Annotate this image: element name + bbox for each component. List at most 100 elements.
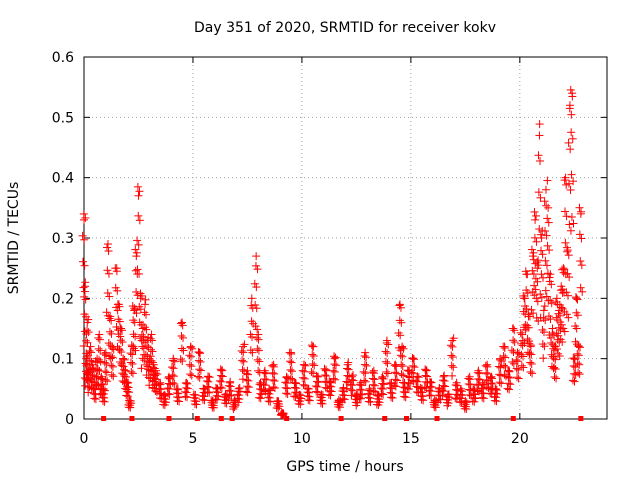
data-point	[185, 360, 194, 369]
data-point	[569, 177, 578, 186]
data-point	[471, 394, 480, 403]
data-point	[377, 389, 386, 398]
data-point	[542, 201, 551, 210]
data-point	[414, 373, 423, 382]
data-point	[438, 391, 447, 400]
data-point	[529, 309, 538, 318]
data-point	[131, 346, 140, 355]
data-point	[254, 335, 263, 344]
data-point	[251, 300, 260, 309]
data-point	[531, 285, 540, 294]
data-point	[383, 349, 392, 358]
data-point	[397, 360, 406, 369]
data-point	[115, 346, 124, 355]
data-point	[542, 261, 551, 270]
data-point	[408, 376, 417, 385]
data-point	[133, 182, 142, 191]
data-point	[162, 398, 171, 407]
data-point	[287, 358, 296, 367]
x-tick-label: 10	[293, 431, 311, 447]
data-point	[567, 170, 576, 179]
data-point	[427, 391, 436, 400]
data-point	[244, 383, 253, 392]
data-point	[101, 367, 110, 376]
data-point	[119, 354, 128, 363]
data-point	[186, 370, 195, 379]
data-point	[563, 246, 572, 255]
data-point	[107, 361, 116, 370]
data-point	[536, 290, 545, 299]
data-point	[256, 394, 265, 403]
data-point	[578, 287, 587, 296]
data-point	[195, 373, 204, 382]
data-point	[391, 368, 400, 377]
data-point	[91, 395, 100, 404]
data-point	[458, 391, 467, 400]
data-point	[391, 375, 400, 384]
data-point	[470, 384, 479, 393]
data-point	[535, 131, 544, 140]
data-point	[238, 365, 247, 374]
data-point	[525, 312, 534, 321]
data-point	[525, 349, 534, 358]
data-point	[404, 385, 413, 394]
data-point	[106, 352, 115, 361]
data-point	[105, 314, 114, 323]
data-point	[107, 316, 116, 325]
data-point	[568, 92, 577, 101]
data-point	[540, 328, 549, 337]
data-point	[496, 355, 505, 364]
data-point	[342, 384, 351, 393]
data-points	[78, 85, 587, 421]
data-point	[169, 372, 178, 381]
data-point	[527, 359, 536, 368]
data-point	[134, 211, 143, 220]
data-point	[148, 336, 157, 345]
data-point	[94, 344, 103, 353]
data-point	[536, 193, 545, 202]
data-point	[577, 207, 586, 216]
data-point	[124, 388, 133, 397]
data-point	[282, 389, 291, 398]
data-point	[296, 400, 305, 409]
data-point	[177, 319, 186, 328]
data-point	[342, 377, 351, 386]
data-point	[251, 261, 260, 270]
data-point	[577, 261, 586, 270]
data-point	[250, 279, 259, 288]
data-point	[551, 365, 560, 374]
data-point	[361, 348, 370, 357]
data-point	[508, 324, 517, 333]
data-point	[535, 120, 544, 129]
data-point	[563, 269, 572, 278]
data-point	[170, 357, 179, 366]
data-point	[557, 320, 566, 329]
data-point	[186, 343, 195, 352]
data-point	[308, 359, 317, 368]
baseline-marker	[578, 416, 584, 421]
data-point	[177, 331, 186, 340]
data-point	[237, 346, 246, 355]
data-point	[560, 265, 569, 274]
data-point	[541, 227, 550, 236]
data-point	[133, 236, 142, 245]
data-point	[269, 362, 278, 371]
data-point	[506, 380, 515, 389]
data-point	[107, 329, 116, 338]
data-point	[569, 354, 578, 363]
data-point	[105, 292, 114, 301]
data-point	[178, 321, 187, 330]
data-point	[194, 356, 203, 365]
data-point	[135, 187, 144, 196]
data-point	[128, 350, 137, 359]
data-point	[299, 380, 308, 389]
data-point	[570, 354, 579, 363]
data-point	[268, 361, 277, 370]
data-point	[448, 353, 457, 362]
data-point	[132, 248, 141, 257]
data-point	[209, 403, 218, 412]
data-point	[285, 348, 294, 357]
data-point	[547, 280, 556, 289]
data-point	[564, 179, 573, 188]
data-point	[547, 338, 556, 347]
